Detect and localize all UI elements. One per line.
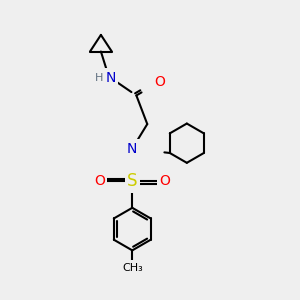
Text: N: N bbox=[127, 142, 137, 156]
Text: N: N bbox=[105, 71, 116, 85]
Text: O: O bbox=[154, 75, 165, 89]
Text: O: O bbox=[94, 174, 105, 188]
Text: O: O bbox=[160, 174, 170, 188]
Text: S: S bbox=[127, 172, 137, 190]
Text: H: H bbox=[94, 73, 103, 83]
Text: CH₃: CH₃ bbox=[122, 263, 142, 273]
